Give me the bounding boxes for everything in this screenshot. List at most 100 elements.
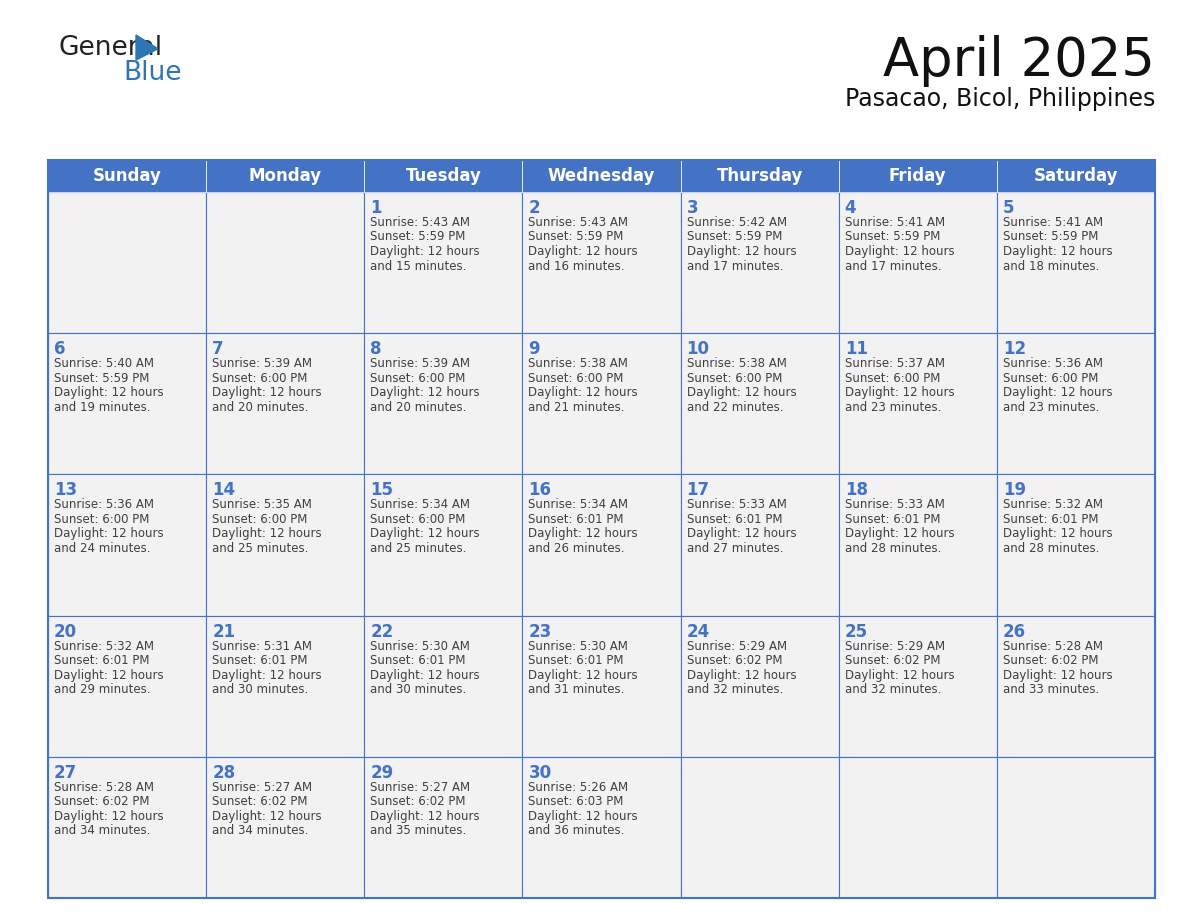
Text: Daylight: 12 hours: Daylight: 12 hours <box>371 810 480 823</box>
Bar <box>207 160 365 192</box>
Text: Sunset: 6:01 PM: Sunset: 6:01 PM <box>213 655 308 667</box>
Text: Sunrise: 5:26 AM: Sunrise: 5:26 AM <box>529 781 628 794</box>
Bar <box>839 192 997 333</box>
Text: 16: 16 <box>529 481 551 499</box>
Text: Sunset: 6:00 PM: Sunset: 6:00 PM <box>687 372 782 385</box>
Text: and 33 minutes.: and 33 minutes. <box>1003 683 1099 696</box>
Text: April 2025: April 2025 <box>883 35 1155 87</box>
Text: and 27 minutes.: and 27 minutes. <box>687 542 783 554</box>
Text: and 25 minutes.: and 25 minutes. <box>213 542 309 554</box>
Text: General: General <box>58 35 162 61</box>
Text: Sunset: 5:59 PM: Sunset: 5:59 PM <box>529 230 624 243</box>
Text: 26: 26 <box>1003 622 1026 641</box>
Text: Sunset: 6:01 PM: Sunset: 6:01 PM <box>1003 513 1099 526</box>
Bar <box>681 192 839 333</box>
Bar <box>997 160 1155 192</box>
Bar <box>839 333 997 475</box>
Bar <box>523 616 681 756</box>
Text: Daylight: 12 hours: Daylight: 12 hours <box>371 668 480 681</box>
Bar <box>365 160 523 192</box>
Text: 12: 12 <box>1003 341 1026 358</box>
Text: Blue: Blue <box>124 60 182 86</box>
Bar <box>997 192 1155 333</box>
Bar <box>48 333 207 475</box>
Text: Wednesday: Wednesday <box>548 167 656 185</box>
Bar <box>681 616 839 756</box>
Text: Daylight: 12 hours: Daylight: 12 hours <box>371 386 480 399</box>
Text: Daylight: 12 hours: Daylight: 12 hours <box>53 528 164 541</box>
Bar <box>207 475 365 616</box>
Text: Daylight: 12 hours: Daylight: 12 hours <box>529 386 638 399</box>
Text: Daylight: 12 hours: Daylight: 12 hours <box>845 668 954 681</box>
Text: Sunrise: 5:35 AM: Sunrise: 5:35 AM <box>213 498 312 511</box>
Text: and 30 minutes.: and 30 minutes. <box>213 683 309 696</box>
Bar <box>365 475 523 616</box>
Text: Sunrise: 5:39 AM: Sunrise: 5:39 AM <box>213 357 312 370</box>
Text: and 23 minutes.: and 23 minutes. <box>1003 400 1099 414</box>
Bar <box>523 756 681 898</box>
Text: and 20 minutes.: and 20 minutes. <box>371 400 467 414</box>
Bar <box>839 756 997 898</box>
Bar <box>207 756 365 898</box>
Bar <box>365 192 523 333</box>
Text: Sunset: 6:03 PM: Sunset: 6:03 PM <box>529 795 624 809</box>
Text: Daylight: 12 hours: Daylight: 12 hours <box>687 386 796 399</box>
Text: Daylight: 12 hours: Daylight: 12 hours <box>53 386 164 399</box>
Text: Sunrise: 5:28 AM: Sunrise: 5:28 AM <box>1003 640 1102 653</box>
Bar <box>839 475 997 616</box>
Text: 25: 25 <box>845 622 868 641</box>
Text: Saturday: Saturday <box>1034 167 1118 185</box>
Bar <box>365 756 523 898</box>
Text: Daylight: 12 hours: Daylight: 12 hours <box>53 810 164 823</box>
Text: Sunset: 6:01 PM: Sunset: 6:01 PM <box>687 513 782 526</box>
Text: 23: 23 <box>529 622 551 641</box>
Bar <box>523 475 681 616</box>
Text: Sunrise: 5:41 AM: Sunrise: 5:41 AM <box>1003 216 1102 229</box>
Bar <box>839 616 997 756</box>
Text: Sunrise: 5:27 AM: Sunrise: 5:27 AM <box>371 781 470 794</box>
Text: and 15 minutes.: and 15 minutes. <box>371 260 467 273</box>
Text: 2: 2 <box>529 199 541 217</box>
Bar <box>681 333 839 475</box>
Text: 5: 5 <box>1003 199 1015 217</box>
Text: 28: 28 <box>213 764 235 782</box>
Text: Daylight: 12 hours: Daylight: 12 hours <box>687 528 796 541</box>
Text: and 28 minutes.: and 28 minutes. <box>1003 542 1099 554</box>
Text: Daylight: 12 hours: Daylight: 12 hours <box>213 386 322 399</box>
Bar <box>997 333 1155 475</box>
Text: and 36 minutes.: and 36 minutes. <box>529 824 625 837</box>
Text: Sunset: 5:59 PM: Sunset: 5:59 PM <box>1003 230 1098 243</box>
Text: and 25 minutes.: and 25 minutes. <box>371 542 467 554</box>
Text: 8: 8 <box>371 341 381 358</box>
Bar <box>207 616 365 756</box>
Bar <box>207 192 365 333</box>
Text: Sunset: 6:01 PM: Sunset: 6:01 PM <box>53 655 150 667</box>
Text: Sunrise: 5:43 AM: Sunrise: 5:43 AM <box>529 216 628 229</box>
Text: Sunset: 6:00 PM: Sunset: 6:00 PM <box>1003 372 1098 385</box>
Text: and 32 minutes.: and 32 minutes. <box>845 683 941 696</box>
Text: Sunset: 6:00 PM: Sunset: 6:00 PM <box>213 513 308 526</box>
Bar <box>365 616 523 756</box>
Text: 15: 15 <box>371 481 393 499</box>
Text: Sunrise: 5:27 AM: Sunrise: 5:27 AM <box>213 781 312 794</box>
Text: Tuesday: Tuesday <box>405 167 481 185</box>
Text: Sunrise: 5:28 AM: Sunrise: 5:28 AM <box>53 781 154 794</box>
Bar <box>48 475 207 616</box>
Bar <box>48 160 1155 898</box>
Text: Sunrise: 5:33 AM: Sunrise: 5:33 AM <box>845 498 944 511</box>
Text: 20: 20 <box>53 622 77 641</box>
Text: Sunrise: 5:30 AM: Sunrise: 5:30 AM <box>529 640 628 653</box>
Text: 21: 21 <box>213 622 235 641</box>
Bar <box>997 756 1155 898</box>
Text: Sunset: 6:00 PM: Sunset: 6:00 PM <box>845 372 940 385</box>
Bar <box>839 160 997 192</box>
Text: Sunset: 5:59 PM: Sunset: 5:59 PM <box>53 372 150 385</box>
Text: Sunrise: 5:36 AM: Sunrise: 5:36 AM <box>1003 357 1102 370</box>
Text: Sunrise: 5:29 AM: Sunrise: 5:29 AM <box>687 640 786 653</box>
Text: and 24 minutes.: and 24 minutes. <box>53 542 151 554</box>
Text: Sunrise: 5:33 AM: Sunrise: 5:33 AM <box>687 498 786 511</box>
Text: Friday: Friday <box>889 167 947 185</box>
Bar <box>681 756 839 898</box>
Text: Monday: Monday <box>248 167 322 185</box>
Text: and 23 minutes.: and 23 minutes. <box>845 400 941 414</box>
